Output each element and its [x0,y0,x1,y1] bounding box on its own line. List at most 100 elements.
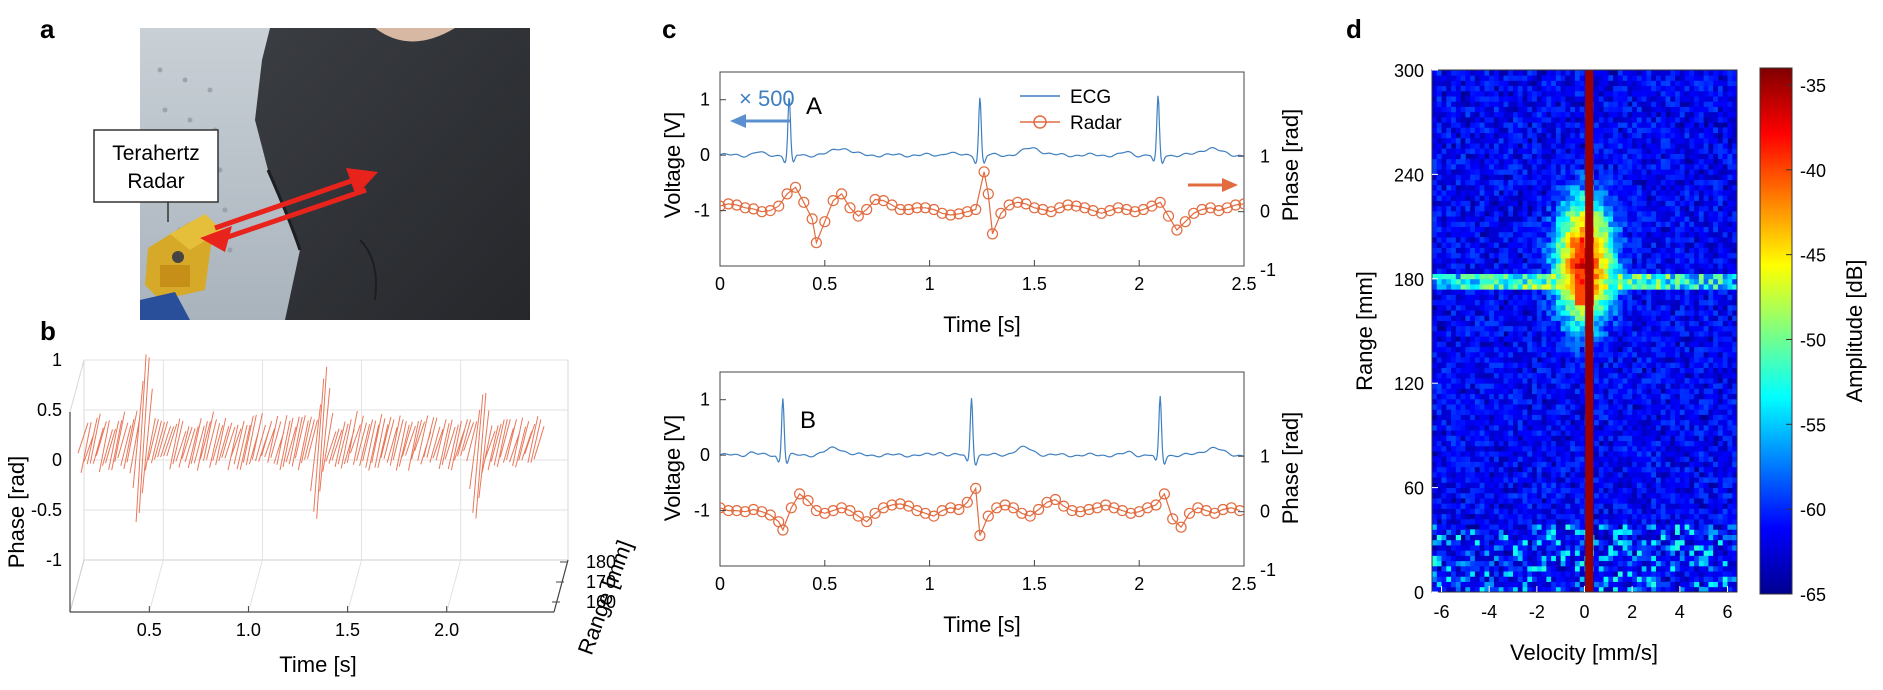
radar-point [1179,216,1191,228]
radar-point [986,228,999,240]
x-tick: 0 [715,274,725,294]
callout-line-1: Terahertz [112,142,200,165]
x-tick: 0.5 [812,274,837,294]
radar-point [1087,205,1099,217]
chart-b-rangetick: 180 [586,552,616,572]
radar-point [982,188,994,200]
radar-point [1196,203,1208,216]
panel-label-a: a [40,14,55,44]
chart-cB-ylabel-left: Voltage [V] [660,415,685,521]
radar-point [835,188,848,200]
radar-point [1154,196,1166,208]
chart-d-xlabel: Velocity [mm/s] [1510,640,1658,665]
radar-point [802,495,814,507]
chart-cB: 0 0.5 1 1.5 2 2.5 1 0 -1 1 0 -1 B Time [s] Voltag… [660,371,1303,637]
radar-point [1083,503,1095,516]
radar-point [1158,488,1171,500]
radar-point [1129,206,1141,218]
colorbar-tick: -45 [1800,246,1826,266]
radar-point [1104,205,1116,217]
radar-point [1100,499,1112,511]
chart-cA-legend: ECG Radar [1020,87,1122,134]
radar-point [810,505,823,517]
x-tick: 2 [1134,574,1144,594]
chart-b-ytick: -1 [46,550,62,570]
zero-velocity-line [1585,70,1594,592]
chart-b-rangetick: 170 [586,572,616,592]
radar-point [827,195,839,207]
radar-line [720,486,1240,536]
radar-point [739,202,751,214]
x-tick: 0.5 [812,574,837,594]
radar-point [1200,505,1212,517]
radar-point [995,207,1007,219]
radar-point [999,499,1011,511]
radar-point [777,524,789,536]
chart-b-ytick: 0 [52,450,62,470]
chart-cA-gain-label: × 500 [739,86,795,111]
radar-point [844,202,856,214]
x-tick: 0 [715,574,725,594]
radar-point [919,202,932,214]
x-tick: 2 [1134,274,1144,294]
x-tick: 2.5 [1231,574,1256,594]
x-tick: 1.5 [1022,574,1047,594]
radar-point [1003,199,1015,211]
y-tick: 60 [1404,479,1424,499]
radar-point [810,237,823,249]
colorbar [1759,67,1793,595]
chart-cB-annotation: B [800,407,816,434]
x-tick: 2.5 [1231,274,1256,294]
radar-point [936,207,948,219]
radar-point [793,488,806,500]
radar-point [1125,507,1137,519]
radar-point [970,482,982,494]
radar-point [819,216,831,228]
chart-d-ylabel: Range [mm] [1352,271,1377,391]
radar-point [1011,196,1024,208]
right-tick: -1 [1260,560,1276,580]
radar-point [861,516,873,528]
panel-label-c: c [662,14,676,44]
y-tick: 180 [1394,270,1424,290]
radar-point [869,507,881,519]
x-tick: 1.5 [1022,274,1047,294]
left-axis-arrow [730,114,790,128]
left-tick: -1 [694,501,710,521]
y-tick: 240 [1394,165,1424,185]
radar-point [852,210,864,222]
chart-b-trace [77,354,545,523]
x-tick: 4 [1675,602,1685,622]
radar-point [970,203,982,216]
y-tick: 120 [1394,374,1424,394]
y-tick: 0 [1414,583,1424,603]
radar-point [1112,202,1124,214]
radar-point [911,202,923,214]
radar-point [1053,202,1066,214]
radar-point [1120,203,1133,216]
radar-point [720,200,726,212]
x-tick: 1 [925,274,935,294]
chart-cA-annotation: A [806,93,822,120]
radar-point [1150,499,1162,511]
radar-point [806,213,818,225]
radar-point [739,506,751,518]
radar-point [1234,505,1244,517]
x-tick: -2 [1529,602,1545,622]
radar-point [961,206,973,218]
radar-point [1167,513,1179,525]
panel-label-b: b [40,316,56,346]
left-tick: 1 [700,390,710,410]
radar-point [731,505,743,517]
legend-ecg: ECG [1070,87,1111,108]
callout-terahertz-radar: Terahertz Radar [93,129,219,222]
right-tick: 0 [1260,202,1270,222]
right-tick: 1 [1260,446,1270,466]
radar-point [722,198,735,210]
radar-point [1217,503,1229,516]
y-tick: 300 [1394,61,1424,81]
radar-point [1095,207,1108,219]
radar-point [902,203,915,216]
radar-point [1074,506,1087,518]
